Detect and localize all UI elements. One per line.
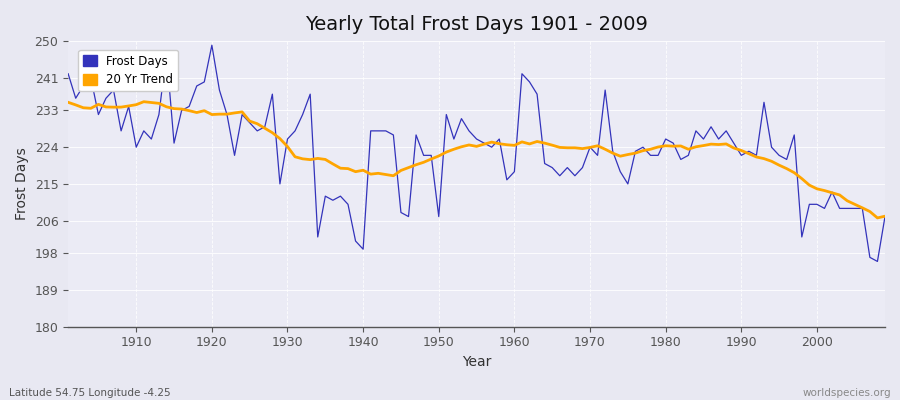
Title: Yearly Total Frost Days 1901 - 2009: Yearly Total Frost Days 1901 - 2009 — [305, 15, 648, 34]
Text: worldspecies.org: worldspecies.org — [803, 388, 891, 398]
Text: Latitude 54.75 Longitude -4.25: Latitude 54.75 Longitude -4.25 — [9, 388, 171, 398]
Legend: Frost Days, 20 Yr Trend: Frost Days, 20 Yr Trend — [78, 50, 178, 91]
X-axis label: Year: Year — [462, 355, 491, 369]
Y-axis label: Frost Days: Frost Days — [15, 148, 29, 220]
